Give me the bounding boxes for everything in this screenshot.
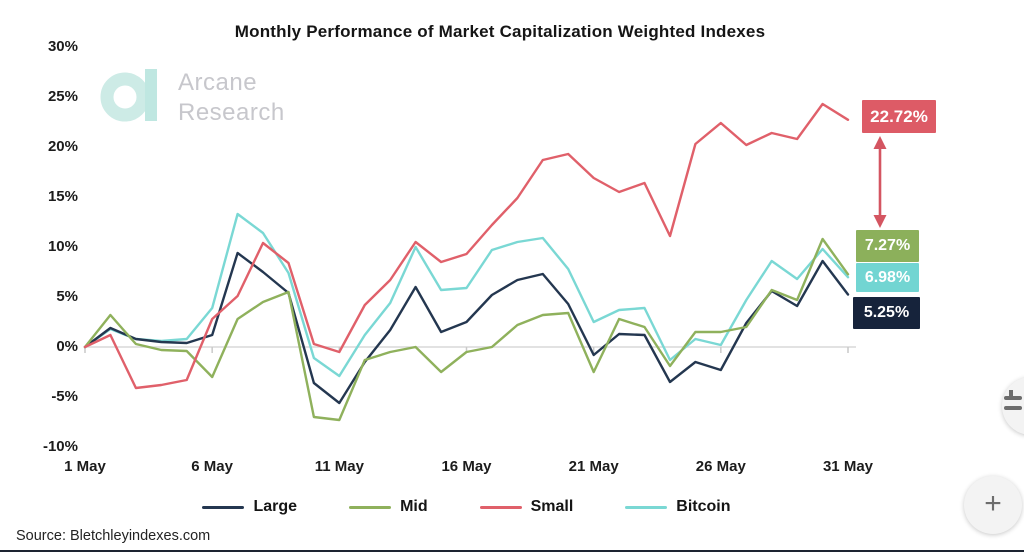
- chart-title: Monthly Performance of Market Capitaliza…: [234, 22, 766, 41]
- zoom-in-button[interactable]: +: [964, 476, 1022, 534]
- adjust-sliders-icon: [1004, 396, 1022, 400]
- bottom-border: [0, 550, 1024, 552]
- y-axis-label: -10%: [42, 438, 78, 455]
- watermark-line2: Research: [178, 99, 285, 126]
- legend-item-small[interactable]: Small: [479, 498, 574, 516]
- y-axis-label: -5%: [51, 388, 78, 405]
- arcane-research-watermark: Arcane Research: [100, 64, 285, 128]
- legend-item-large[interactable]: Large: [202, 498, 297, 516]
- x-axis-label: 11 May: [314, 458, 364, 475]
- source-text: Source: Bletchleyindexes.com: [16, 528, 211, 544]
- x-axis-label: 31 May: [822, 458, 874, 475]
- legend: Large Mid Small Bitcoin: [85, 498, 848, 516]
- legend-label-large: Large: [253, 498, 298, 515]
- x-axis-label: 1 May: [64, 458, 106, 475]
- y-axis-label: 10%: [47, 238, 78, 255]
- arcane-logo-icon: [100, 69, 157, 122]
- legend-swatch-bitcoin: [625, 505, 668, 509]
- value-label-small: 22.72%: [862, 100, 936, 133]
- legend-item-mid[interactable]: Mid: [349, 498, 428, 516]
- x-axis-label: 21 May: [568, 458, 619, 475]
- y-axis-label: 15%: [47, 188, 78, 205]
- y-axis-label: 0%: [56, 338, 78, 355]
- y-axis-label: 30%: [47, 38, 78, 55]
- x-axis-label: 16 May: [441, 458, 492, 475]
- legend-swatch-small: [479, 505, 522, 509]
- x-axis-label: 6 May: [191, 458, 233, 475]
- adjust-sliders-icon: [1009, 390, 1013, 396]
- value-label-large: 5.25%: [853, 297, 920, 329]
- y-axis-label: 5%: [56, 288, 78, 305]
- legend-swatch-mid: [349, 505, 392, 509]
- y-axis-label: 20%: [47, 138, 78, 155]
- legend-label-mid: Mid: [400, 498, 428, 515]
- legend-label-small: Small: [530, 498, 574, 515]
- legend-item-bitcoin[interactable]: Bitcoin: [625, 498, 731, 516]
- plus-icon: +: [984, 487, 1002, 520]
- legend-swatch-large: [202, 505, 245, 509]
- adjust-sliders-icon: [1004, 406, 1022, 410]
- value-label-mid: 7.27%: [856, 230, 919, 262]
- legend-label-bitcoin: Bitcoin: [676, 498, 731, 515]
- y-axis-label: 25%: [47, 88, 78, 105]
- watermark-line1: Arcane: [178, 69, 258, 96]
- watermark-text: Arcane Research: [178, 68, 285, 128]
- value-label-bitcoin: 6.98%: [856, 263, 919, 292]
- x-axis-label: 26 May: [695, 458, 746, 475]
